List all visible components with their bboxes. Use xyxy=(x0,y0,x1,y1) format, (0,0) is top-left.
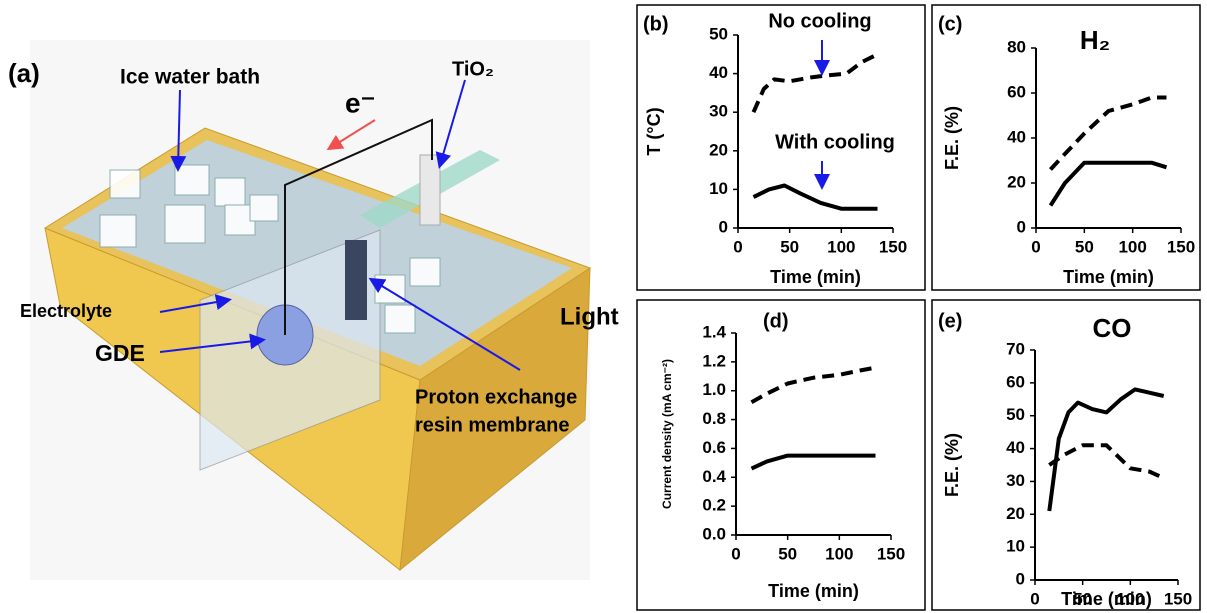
y-axis-label: F.E. (%) xyxy=(942,433,962,497)
y-tick-label: 1.4 xyxy=(702,322,726,341)
panel-label: (c) xyxy=(938,13,962,35)
y-tick-label: 50 xyxy=(1006,405,1025,424)
y-tick-label: 70 xyxy=(1006,339,1025,358)
y-tick-label: 10 xyxy=(1006,537,1025,556)
y-tick-label: 20 xyxy=(1006,504,1025,523)
x-tick-label: 0 xyxy=(731,544,740,563)
y-tick-label: 40 xyxy=(1007,127,1026,146)
panel-label: (e) xyxy=(938,310,962,332)
data-line xyxy=(1049,445,1163,478)
panel-frame xyxy=(637,300,925,610)
y-tick-label: 30 xyxy=(709,102,728,121)
label: resin membrane xyxy=(415,414,570,436)
label: Proton exchange xyxy=(415,386,577,408)
x-tick-label: 100 xyxy=(1118,237,1146,256)
y-tick-label: 40 xyxy=(1006,438,1025,457)
x-tick-label: 150 xyxy=(1164,589,1192,608)
data-line xyxy=(754,54,878,112)
y-tick-label: 10 xyxy=(709,179,728,198)
y-tick-label: 0.8 xyxy=(702,409,726,428)
chart: 0 10 20 30 40 50 0 50 100 150 Time (min) T (°C) (b) N… xyxy=(637,5,925,290)
x-tick-label: 150 xyxy=(877,544,905,563)
data-line xyxy=(1051,98,1167,170)
label: GDE xyxy=(95,340,145,366)
y-tick-label: 0 xyxy=(1016,569,1025,588)
y-tick-label: 60 xyxy=(1006,372,1025,391)
x-tick-label: 100 xyxy=(825,544,853,563)
figure-canvas: (a) Ice water bath e⁻ TiO₂ Electrolyte G… xyxy=(0,0,1207,613)
x-tick-label: 150 xyxy=(879,237,907,256)
panel-frame xyxy=(932,5,1200,290)
y-tick-label: 80 xyxy=(1007,37,1026,56)
y-tick-label: 30 xyxy=(1006,471,1025,490)
y-axis-label: T (°C) xyxy=(644,107,664,155)
series-annotation: With cooling xyxy=(775,131,895,153)
x-tick-label: 50 xyxy=(778,544,797,563)
panel-label: (d) xyxy=(763,310,789,332)
data-line xyxy=(752,368,876,403)
x-tick-label: 50 xyxy=(1075,237,1094,256)
data-line xyxy=(754,186,878,209)
y-tick-label: 0 xyxy=(1017,217,1026,236)
y-tick-label: 0 xyxy=(719,217,728,236)
x-tick-label: 0 xyxy=(733,237,742,256)
y-tick-label: 0.6 xyxy=(702,438,726,457)
y-tick-label: 1.2 xyxy=(702,351,726,370)
y-tick-label: 0.0 xyxy=(702,524,726,543)
data-line xyxy=(1051,163,1167,206)
y-axis-label: Current density (mA cm⁻²) xyxy=(660,359,674,509)
y-tick-label: 60 xyxy=(1007,82,1026,101)
x-axis-label: Time (min) xyxy=(1061,589,1152,609)
label: e⁻ xyxy=(345,87,375,118)
y-axis-label: F.E. (%) xyxy=(942,106,962,170)
y-tick-label: 0.2 xyxy=(702,496,726,515)
figure: (a) Ice water bath e⁻ TiO₂ Electrolyte G… xyxy=(0,0,1207,613)
panel-label: (a) xyxy=(8,58,40,88)
y-tick-label: 20 xyxy=(709,140,728,159)
x-tick-label: 50 xyxy=(780,237,799,256)
label: Light xyxy=(560,303,619,330)
label: TiO₂ xyxy=(452,58,494,80)
y-tick-label: 50 xyxy=(709,24,728,43)
membrane xyxy=(345,240,367,320)
data-line xyxy=(1049,389,1163,511)
y-tick-label: 40 xyxy=(709,63,728,82)
series-annotation: No cooling xyxy=(768,10,871,32)
x-axis-label: Time (min) xyxy=(768,581,859,601)
y-tick-label: 20 xyxy=(1007,172,1026,191)
x-tick-label: 0 xyxy=(1031,237,1040,256)
tio2-electrode xyxy=(420,155,440,225)
y-tick-label: 1.0 xyxy=(702,380,726,399)
chart-title: H₂ xyxy=(1080,25,1110,55)
label: Ice water bath xyxy=(120,66,260,89)
x-axis-label: Time (min) xyxy=(1063,267,1154,287)
x-axis-label: Time (min) xyxy=(770,267,861,287)
panel-label: (b) xyxy=(643,13,669,35)
diagram: (a) Ice water bath e⁻ TiO₂ Electrolyte G… xyxy=(8,40,619,580)
label: Electrolyte xyxy=(20,301,112,321)
chart-title: CO xyxy=(1093,313,1132,343)
y-tick-label: 0.4 xyxy=(702,467,726,486)
x-tick-label: 100 xyxy=(827,237,855,256)
chart: 0.0 0.2 0.4 0.6 0.8 1.0 1.2 1.4 0 50 100 150 Time (m… xyxy=(637,300,925,610)
data-line xyxy=(752,456,876,469)
x-tick-label: 0 xyxy=(1030,589,1039,608)
x-tick-label: 150 xyxy=(1167,237,1195,256)
chart: 0 20 40 60 80 0 50 100 150 Time (min) F.E. (%) (c) H… xyxy=(932,5,1200,290)
